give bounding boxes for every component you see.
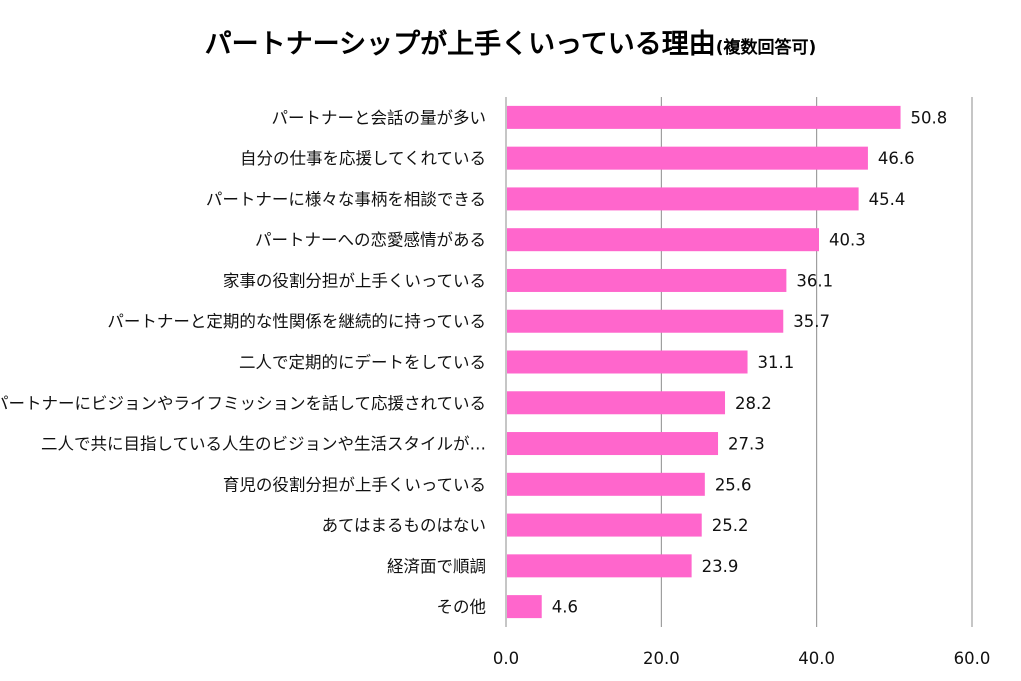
data-label: 25.2 [712, 516, 749, 535]
data-label: 23.9 [702, 557, 739, 576]
bar [507, 187, 859, 211]
category-label: 育児の役割分担が上手くいっている [223, 475, 486, 494]
category-label: 経済面で順調 [387, 557, 486, 576]
bar [507, 350, 748, 374]
category-label: 自分の仕事を応援してくれている [240, 149, 486, 168]
category-label: パートナーにビジョンやライフミッションを話して応援されている [0, 394, 486, 413]
data-label: 46.6 [878, 149, 915, 168]
data-label: 25.6 [715, 475, 752, 494]
data-label: 40.3 [829, 231, 866, 250]
x-tick-label: 60.0 [954, 649, 991, 668]
data-label: 36.1 [796, 271, 833, 290]
category-label: 二人で共に目指している人生のビジョンや生活スタイルが… [41, 435, 486, 454]
category-label: パートナーに様々な事柄を相談できる [206, 190, 486, 209]
category-label: パートナーと会話の量が多い [272, 108, 487, 127]
bar [507, 391, 726, 415]
bar [507, 228, 819, 252]
data-label: 31.1 [758, 353, 795, 372]
bar [507, 105, 901, 129]
bar [507, 146, 868, 170]
data-label: 27.3 [728, 435, 765, 454]
data-label: 4.6 [552, 598, 578, 617]
category-label: あてはまるものはない [322, 516, 486, 535]
category-label: 家事の役割分担が上手くいっている [223, 271, 486, 290]
bar [507, 309, 784, 333]
bar [507, 595, 542, 619]
bar [507, 268, 787, 292]
chart-title: パートナーシップが上手くいっている理由 [204, 29, 716, 60]
category-label: パートナーへの恋愛感情がある [255, 230, 486, 250]
data-label: 50.8 [911, 108, 948, 127]
category-label: 二人で定期的にデートをしている [239, 352, 486, 372]
x-tick-label: 40.0 [798, 649, 835, 668]
chart-subtitle: (複数回答可) [715, 38, 817, 58]
x-tick-label: 0.0 [493, 649, 519, 668]
bar [507, 472, 705, 496]
bar [507, 513, 702, 537]
category-label: パートナーと定期的な性関係を継続的に持っている [107, 312, 486, 331]
category-label: その他 [437, 598, 487, 617]
x-tick-label: 20.0 [643, 649, 680, 668]
bar [507, 432, 719, 456]
data-label: 35.7 [793, 312, 830, 331]
bar [507, 554, 692, 578]
chart-title-block: パートナーシップが上手くいっている理由(複数回答可) [0, 22, 1021, 61]
data-label: 28.2 [735, 394, 772, 413]
data-label: 45.4 [869, 190, 906, 209]
